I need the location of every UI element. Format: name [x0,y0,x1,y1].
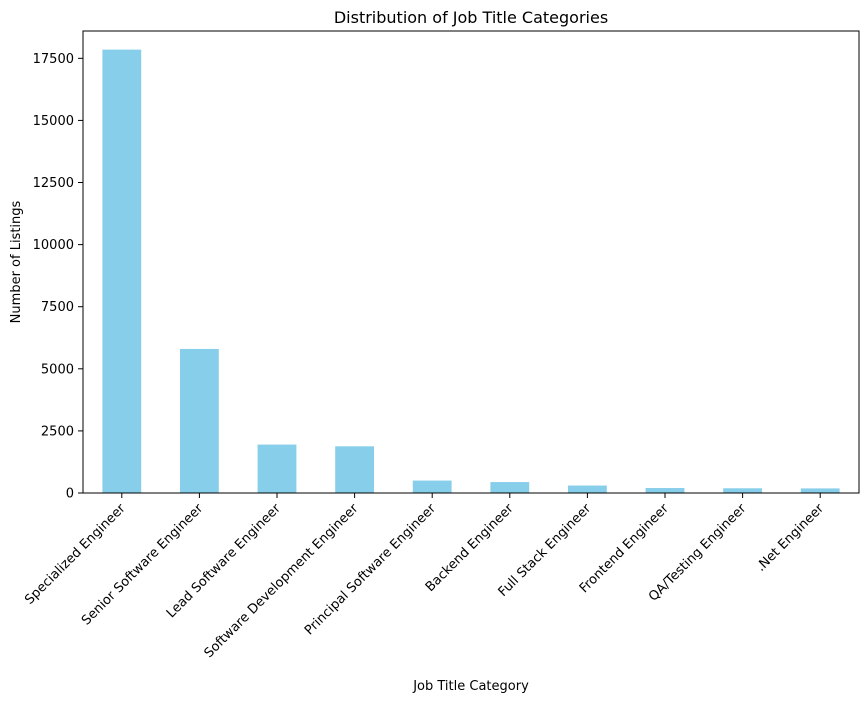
bar-0 [102,49,142,494]
bar-8 [723,488,762,493]
bars-group [102,49,840,494]
y-tick-label-6: 15000 [33,114,74,129]
chart-title: Distribution of Job Title Categories [334,8,608,27]
x-axis-label: Job Title Category [412,679,529,694]
bar-2 [257,444,297,493]
plot-frame [82,30,860,494]
x-tick-label-4: Principal Software Engineer [302,501,440,639]
bar-3 [335,446,374,493]
y-tick-label-5: 12500 [33,176,74,191]
y-tick-label-4: 10000 [33,238,74,253]
bar-5 [490,482,530,493]
y-axis-ticks: 0 2500 5000 7500 10000 12500 15000 17500 [33,52,83,502]
bar-1 [180,348,219,493]
y-tick-label-1: 2500 [41,424,74,439]
bar-6 [568,485,607,493]
bar-7 [645,488,685,493]
y-tick-label-3: 7500 [41,300,74,315]
bar-9 [800,488,840,493]
bar-4 [412,480,452,493]
y-tick-label-7: 17500 [33,52,74,67]
x-tick-label-9: .Net Engineer [754,501,828,575]
x-tick-label-3: Software Development Engineer [202,501,362,661]
y-tick-label-0: 0 [66,487,74,502]
y-tick-label-2: 5000 [41,362,74,377]
y-axis-label: Number of Listings [9,200,24,323]
